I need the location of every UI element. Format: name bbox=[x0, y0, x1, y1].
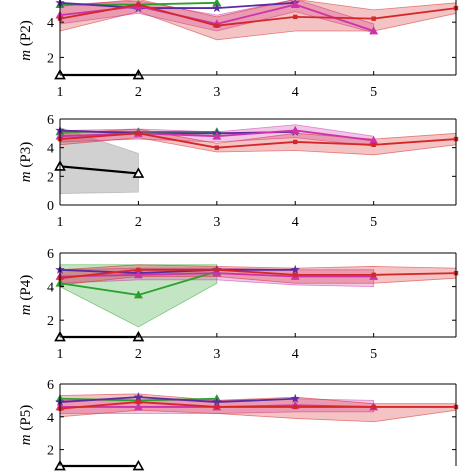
marker-panel3-series2-pt2 bbox=[133, 290, 143, 299]
line-panel2-series5 bbox=[59, 132, 457, 149]
marker-panel2-series5-pt4 bbox=[293, 139, 298, 145]
marker-panel3-series4-pt3 bbox=[212, 268, 222, 277]
marker-panel4-series3-pt3 bbox=[212, 397, 222, 407]
y-tick-label: 2 bbox=[47, 170, 54, 185]
marker-panel4-series3-pt4 bbox=[290, 393, 300, 403]
line-panel3-series5 bbox=[59, 268, 457, 280]
marker-panel3-series5-pt4 bbox=[293, 272, 298, 278]
y-tick-label: 4 bbox=[47, 281, 54, 296]
marker-panel3-series4-pt2 bbox=[133, 270, 143, 279]
x-tick-label: 5 bbox=[370, 347, 377, 362]
line-panel3-series3 bbox=[59, 268, 296, 275]
marker-panel3-series5-pt5 bbox=[371, 272, 376, 278]
y-tick-label: 6 bbox=[47, 378, 54, 393]
marker-panel2-series4-pt4 bbox=[290, 125, 300, 134]
marker-panel2-series5-pt3 bbox=[214, 145, 220, 150]
panel-1: 2 4 1 2 3 4 5 m (P2) bbox=[18, 0, 459, 100]
y-tick-label: 4 bbox=[47, 16, 54, 31]
x-tick-label: 3 bbox=[213, 85, 220, 100]
line-panel1-series3 bbox=[59, 1, 296, 9]
y-tick-label: 2 bbox=[47, 444, 54, 459]
x-tick-label: 2 bbox=[135, 347, 142, 362]
marker-panel3-series5-pt3 bbox=[214, 267, 220, 272]
marker-panel4-series4-pt2 bbox=[133, 402, 143, 411]
y-tick-label: 0 bbox=[47, 199, 54, 214]
panel-2: 0 2 4 6 1 2 3 4 5 m (P3) bbox=[18, 113, 459, 230]
marker-panel1-series5-pt3 bbox=[214, 23, 220, 28]
marker-panel1-series5-pt2 bbox=[136, 2, 141, 7]
x-tick-label: 4 bbox=[292, 347, 299, 362]
line-panel4-series3 bbox=[59, 396, 296, 403]
marker-panel2-series5-pt5 bbox=[371, 142, 376, 147]
x-tick-label: 3 bbox=[213, 215, 220, 230]
marker-panel3-series5-pt2 bbox=[136, 267, 141, 272]
x-tick-label: 2 bbox=[135, 215, 142, 230]
marker-panel4-series1-pt2 bbox=[132, 459, 145, 471]
line-panel2-series1 bbox=[59, 165, 139, 175]
y-tick-label: 4 bbox=[47, 411, 54, 426]
y-axis-label: m (P3) bbox=[18, 142, 34, 182]
x-tick-label: 4 bbox=[292, 215, 299, 230]
line-panel4-series5 bbox=[59, 401, 456, 410]
x-tick-label: 4 bbox=[292, 85, 299, 100]
marker-panel4-series5-pt4 bbox=[293, 404, 298, 410]
y-tick-label: 6 bbox=[47, 113, 54, 128]
marker-panel3-series3-pt4 bbox=[290, 264, 300, 274]
x-tick-label: 5 bbox=[370, 85, 377, 100]
y-axis-label: m (P2) bbox=[18, 20, 34, 60]
x-tick-label: 5 bbox=[370, 215, 377, 230]
marker-panel1-series3-pt3 bbox=[212, 3, 222, 13]
x-tick-label: 1 bbox=[57, 215, 64, 230]
marker-panel2-series1-pt2 bbox=[132, 167, 145, 178]
marker-panel1-series4-pt5 bbox=[369, 26, 379, 35]
y-tick-label: 2 bbox=[47, 314, 54, 329]
panel-4: 2 4 6 m (P5) bbox=[18, 378, 459, 471]
line-panel1-series5 bbox=[59, 3, 457, 27]
y-axis-label: m (P4) bbox=[18, 275, 34, 315]
y-axis-label: m (P5) bbox=[18, 405, 34, 445]
y-tick-label: 2 bbox=[47, 51, 54, 66]
marker-panel2-series5-pt2 bbox=[136, 131, 141, 136]
marker-panel2-series4-pt3 bbox=[212, 131, 222, 140]
marker-panel4-series5-pt3 bbox=[214, 404, 220, 410]
marker-panel1-series5-pt5 bbox=[371, 16, 376, 21]
y-tick-label: 6 bbox=[47, 247, 54, 262]
marker-panel1-series4-pt4 bbox=[290, 0, 300, 8]
marker-panel4-series5-pt5 bbox=[371, 404, 376, 410]
x-tick-label: 1 bbox=[57, 85, 64, 100]
marker-panel1-series5-pt4 bbox=[293, 14, 298, 20]
y-tick-label: 4 bbox=[47, 142, 54, 157]
panel-3: 2 4 6 1 2 3 4 5 m (P4) bbox=[18, 247, 459, 362]
marker-panel4-series5-pt2 bbox=[136, 399, 141, 405]
x-tick-label: 2 bbox=[135, 85, 142, 100]
marker-panel4-series3-pt2 bbox=[133, 392, 144, 402]
x-tick-label: 1 bbox=[57, 347, 64, 362]
x-tick-label: 3 bbox=[213, 347, 220, 362]
